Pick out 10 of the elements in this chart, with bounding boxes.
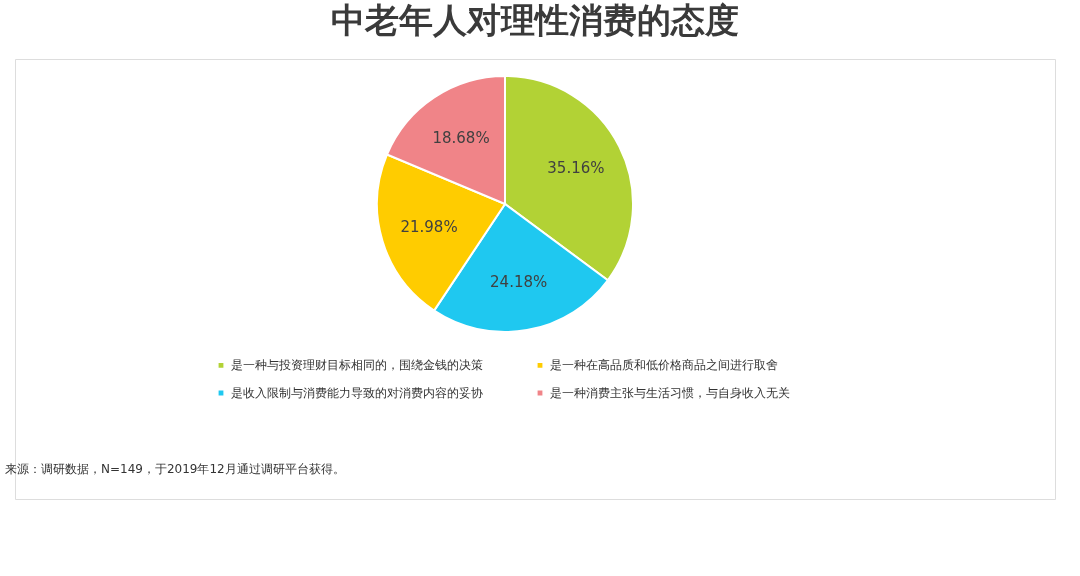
chart-title: 中老年人对理性消费的态度 bbox=[331, 0, 739, 40]
legend-label: 是一种消费主张与生活习惯，与自身收入无关 bbox=[550, 386, 790, 400]
data-label: 18.68% bbox=[432, 128, 490, 147]
data-label: 35.16% bbox=[547, 159, 605, 178]
legend-label: 是一种与投资理财目标相同的，围绕金钱的决策 bbox=[231, 358, 483, 373]
legend-label: 是一种在高品质和低价格商品之间进行取舍 bbox=[550, 358, 778, 373]
source-note: 来源：调研数据，N=149，于2019年12月通过调研平台获得。 bbox=[5, 462, 345, 476]
data-label: 21.98% bbox=[400, 217, 458, 236]
data-label: 24.18% bbox=[490, 273, 548, 292]
legend-label: 是收入限制与消费能力导致的对消费内容的妥协 bbox=[231, 386, 483, 400]
